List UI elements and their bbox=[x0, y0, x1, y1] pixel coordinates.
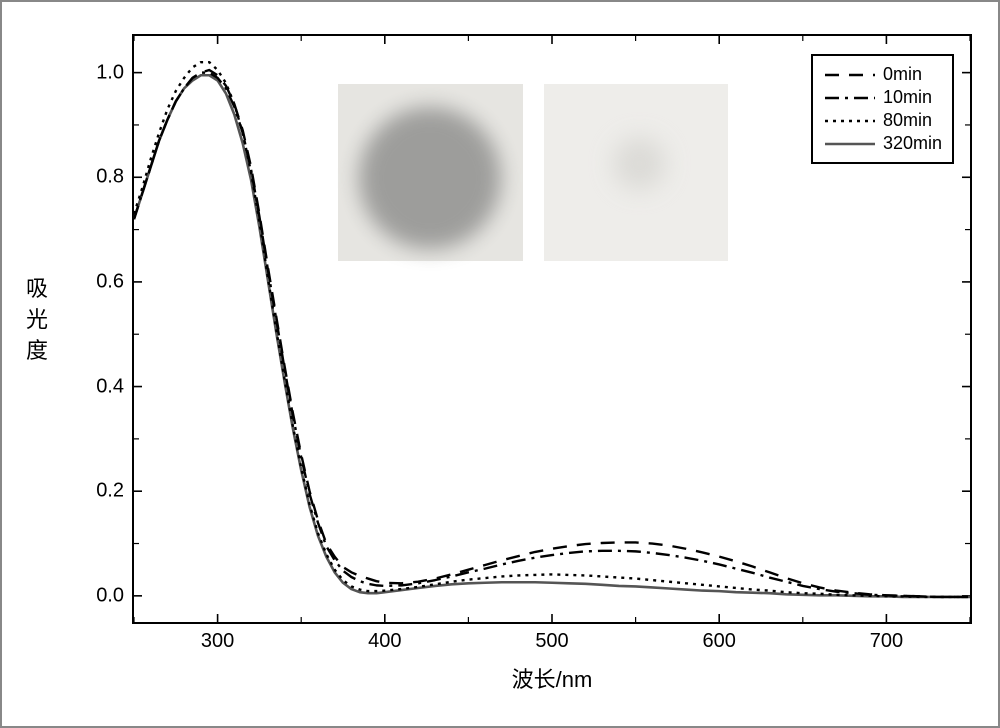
x-tick-label: 400 bbox=[368, 630, 401, 653]
y-tick-label: 0.8 bbox=[74, 166, 124, 189]
legend-label: 320min bbox=[883, 133, 942, 154]
legend-item: 10min bbox=[823, 87, 942, 108]
y-tick-label: 1.0 bbox=[74, 61, 124, 84]
y-tick-label: 0.6 bbox=[74, 270, 124, 293]
legend-swatch-icon bbox=[823, 134, 877, 154]
x-tick-label: 500 bbox=[535, 630, 568, 653]
legend-swatch-icon bbox=[823, 65, 877, 85]
inset-image-1 bbox=[338, 84, 523, 261]
legend-item: 320min bbox=[823, 133, 942, 154]
y-axis-label: 吸光度 bbox=[22, 274, 52, 366]
x-tick-label: 600 bbox=[703, 630, 736, 653]
legend-swatch-icon bbox=[823, 88, 877, 108]
x-axis-label: 波长/nm bbox=[492, 662, 612, 694]
y-tick-label: 0.2 bbox=[74, 480, 124, 503]
inset-image-2 bbox=[544, 84, 729, 261]
legend-label: 80min bbox=[883, 110, 932, 131]
legend: 0min10min80min320min bbox=[811, 54, 954, 164]
y-tick-label: 0.0 bbox=[74, 584, 124, 607]
legend-item: 0min bbox=[823, 64, 942, 85]
legend-swatch-icon bbox=[823, 111, 877, 131]
y-tick-label: 0.4 bbox=[74, 375, 124, 398]
figure-container: 吸光度 波长/nm 0min10min80min320min 0.0 0.2 0.4… bbox=[0, 0, 1000, 728]
legend-label: 0min bbox=[883, 64, 922, 85]
x-tick-label: 300 bbox=[201, 630, 234, 653]
legend-item: 80min bbox=[823, 110, 942, 131]
x-tick-label: 700 bbox=[870, 630, 903, 653]
legend-label: 10min bbox=[883, 87, 932, 108]
